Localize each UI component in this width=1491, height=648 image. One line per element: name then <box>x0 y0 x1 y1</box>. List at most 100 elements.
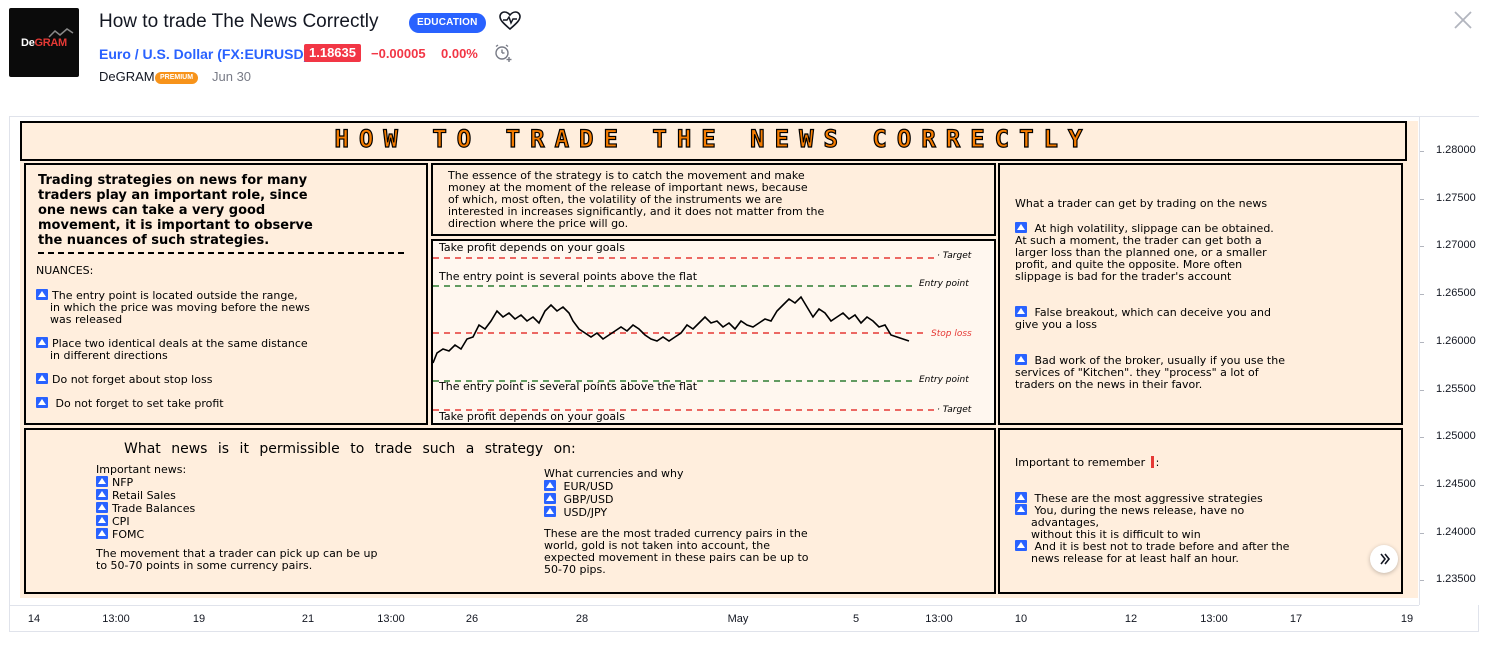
next-button[interactable] <box>1370 545 1398 573</box>
arrow-up-bullet-icon <box>544 493 556 504</box>
target-label-bottom: · Target <box>937 405 972 415</box>
nuances-panel: Trading strategies on news for many trad… <box>24 163 428 425</box>
price-tick-label: 1.25000 <box>1436 430 1476 443</box>
price-tick-label: 1.26000 <box>1436 334 1476 347</box>
arrow-up-bullet-icon <box>1015 492 1027 503</box>
remember-item: These are the most aggressive strategies <box>1015 492 1263 505</box>
intro-line: Trading strategies on news for many <box>38 173 308 188</box>
price-change: −0.00005 <box>371 46 426 61</box>
price-tick-label: 1.27000 <box>1436 239 1476 252</box>
price-axis[interactable]: 1.28000 1.27500 1.27000 1.26500 1.26000 1.255… <box>1419 117 1479 605</box>
gain-item: At high volatility, slippage can be obta… <box>1015 222 1274 283</box>
infographic-title: HOW TO TRADE THE NEWS CORRECTLY <box>334 124 1093 153</box>
logo-chart-icon <box>48 28 74 38</box>
price-tick-label: 1.27500 <box>1436 191 1476 204</box>
time-tick-label: 12 <box>1124 613 1138 625</box>
time-tick-label: 14 <box>27 613 41 625</box>
price-tick-mark <box>1420 532 1424 534</box>
strategy-diagram: Take profit depends on your goals The en… <box>431 239 996 425</box>
time-tick-label: 28 <box>575 613 589 625</box>
diagram-entry-bottom: The entry point is several points above … <box>439 380 698 393</box>
nuance-item: Place two identical deals at the same di… <box>36 337 308 362</box>
diagram-tp-top: Take profit depends on your goals <box>439 241 625 254</box>
infographic-canvas: HOW TO TRADE THE NEWS CORRECTLY Trading … <box>20 121 1418 598</box>
time-tick-label: 26 <box>465 613 479 625</box>
premium-badge: PREMIUM <box>155 72 199 84</box>
diagram-tp-bottom: Take profit depends on your goals <box>439 410 625 423</box>
gains-heading: What a trader can get by trading on the … <box>1015 197 1268 210</box>
intro-line: one news can take a very good <box>38 203 266 218</box>
category-badge[interactable]: EDUCATION <box>409 13 486 33</box>
symbol-name[interactable]: Euro / U.S. Dollar <box>99 46 214 62</box>
time-tick-label: 19 <box>1400 613 1414 625</box>
nuance-item: The entry point is located outside the r… <box>36 289 310 326</box>
time-tick-label: 13:00 <box>102 613 130 625</box>
essence-text: The essence of the strategy is to catch … <box>448 169 825 230</box>
price-tick-mark <box>1420 437 1424 439</box>
gain-item: False breakout, which can deceive you an… <box>1015 306 1271 331</box>
arrow-up-bullet-icon <box>36 373 48 384</box>
remember-panel: Important to remember : These are the mo… <box>998 428 1403 594</box>
time-tick-label: 5 <box>852 613 860 625</box>
essence-panel: The essence of the strategy is to catch … <box>431 163 996 236</box>
time-tick-label: 17 <box>1289 613 1303 625</box>
arrow-up-bullet-icon <box>96 476 108 487</box>
price-tick-label: 1.24000 <box>1436 525 1476 538</box>
gains-panel: What a trader can get by trading on the … <box>998 163 1403 425</box>
author-logo[interactable]: DeGRAM <box>9 8 79 77</box>
intro-text: Trading strategies on news for many trad… <box>38 173 313 248</box>
chevron-right-icon <box>1380 553 1391 565</box>
title-frame: HOW TO TRADE THE NEWS CORRECTLY <box>20 121 1407 161</box>
price-tick-mark <box>1420 484 1424 486</box>
price-tick-mark <box>1420 341 1424 343</box>
arrow-up-bullet-icon <box>96 489 108 500</box>
arrow-up-bullet-icon <box>96 502 108 513</box>
idea-title: How to trade The News Correctly <box>99 11 379 32</box>
price-change-percent: 0.00% <box>441 46 478 61</box>
arrow-up-bullet-icon <box>1015 504 1027 515</box>
time-tick-label: 13:00 <box>925 613 953 625</box>
alarm-add-icon[interactable] <box>493 43 513 63</box>
price-tick-mark <box>1420 151 1424 152</box>
symbol-ticker[interactable]: (FX:EURUSD) <box>217 46 309 62</box>
chart-container[interactable]: HOW TO TRADE THE NEWS CORRECTLY Trading … <box>9 116 1479 632</box>
entry-label-bottom: Entry point <box>919 375 969 385</box>
remember-item: You, during the news release, have no ad… <box>1015 504 1244 541</box>
arrow-up-bullet-icon <box>96 528 108 539</box>
intro-line: the nuances of such strategies. <box>38 233 270 248</box>
nuance-item: Do not forget about stop loss <box>36 373 212 386</box>
author-name[interactable]: DeGRAM <box>99 69 155 84</box>
price-tick-mark <box>1420 246 1424 248</box>
gain-item: Bad work of the broker, usually if you u… <box>1015 354 1285 391</box>
logo-text: DeGRAM <box>21 37 67 49</box>
important-news-list: Important news: NFP Retail Sales Trade B… <box>96 463 196 541</box>
time-tick-label: 13:00 <box>377 613 405 625</box>
remember-item: And it is best not to trade before and a… <box>1015 540 1289 565</box>
diagram-entry-top: The entry point is several points above … <box>439 270 698 283</box>
currencies-list: What currencies and why EUR/USD GBP/USD … <box>544 467 684 519</box>
price-tick-mark <box>1420 580 1424 582</box>
intro-line: movement, it is important to observe <box>38 218 313 233</box>
intro-line: traders play an important role, since <box>38 188 308 203</box>
news-heading: What news is it permissible to trade suc… <box>124 441 576 457</box>
close-icon[interactable] <box>1452 9 1474 31</box>
time-tick-label: May <box>727 613 749 625</box>
currencies-note: These are the most traded currency pairs… <box>544 527 809 576</box>
price-tick-mark <box>1420 389 1424 391</box>
price-tick-label: 1.25500 <box>1436 382 1476 395</box>
arrow-up-bullet-icon <box>96 515 108 526</box>
arrow-up-bullet-icon <box>544 480 556 491</box>
news-panel: What news is it permissible to trade suc… <box>24 428 996 594</box>
price-path <box>433 295 910 364</box>
time-axis[interactable]: 14 13:00 19 21 13:00 26 28 May 5 13:00 10 12 13:00 17… <box>10 605 1419 631</box>
arrow-up-bullet-icon <box>36 397 48 408</box>
heart-pulse-icon[interactable] <box>499 11 521 31</box>
price-tick-label: 1.24500 <box>1436 477 1476 490</box>
symbol-link[interactable]: Euro / U.S. Dollar (FX:EURUSD) <box>99 46 308 62</box>
target-label-top: · Target <box>937 251 972 261</box>
time-tick-label: 10 <box>1014 613 1028 625</box>
arrow-up-bullet-icon <box>1015 306 1027 317</box>
publish-date: Jun 30 <box>212 69 252 84</box>
arrow-up-bullet-icon <box>36 289 48 300</box>
nuance-item: Do not forget to set take profit <box>36 397 224 410</box>
